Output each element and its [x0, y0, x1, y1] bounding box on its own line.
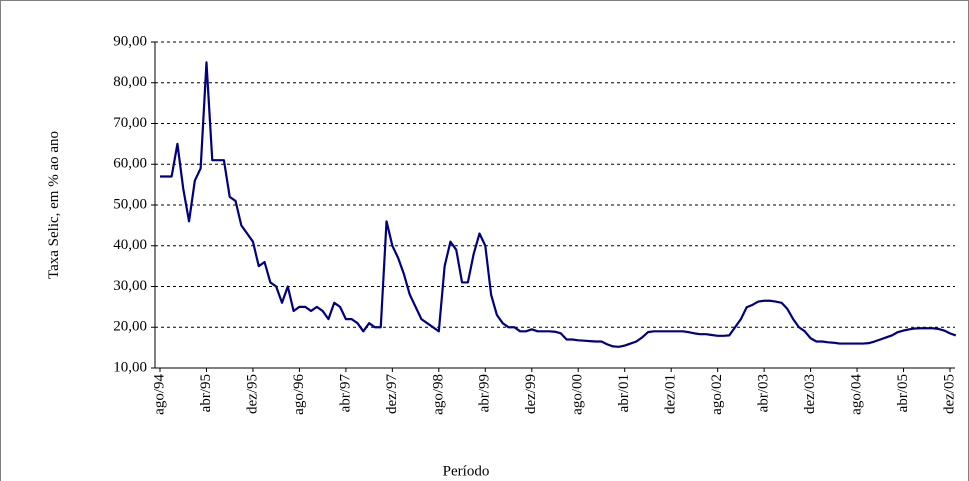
x-tick-label: abr/01	[616, 374, 632, 412]
x-tick-label: abr/99	[477, 374, 493, 412]
x-tick-label: ago/00	[570, 374, 586, 415]
y-tick-label: 50,00	[113, 196, 147, 212]
x-tick-label: dez/01	[663, 374, 679, 414]
x-tick-label: dez/03	[802, 374, 818, 414]
y-tick-label: 20,00	[113, 319, 147, 335]
x-axis-label: Período	[443, 463, 490, 479]
x-tick-label: dez/97	[384, 374, 400, 414]
y-axis-label: Taxa Selic, em % ao ano	[46, 131, 62, 279]
y-tick-label: 90,00	[113, 33, 147, 49]
x-tick-label: abr/05	[895, 374, 911, 412]
y-tick-label: 70,00	[113, 115, 147, 131]
x-tick-label: abr/03	[756, 374, 772, 412]
y-tick-label: 40,00	[113, 237, 147, 253]
y-tick-label: 30,00	[113, 278, 147, 294]
x-tick-label: abr/97	[337, 374, 353, 413]
x-tick-label: dez/99	[523, 374, 539, 414]
y-tick-label: 10,00	[113, 359, 147, 375]
x-tick-label: dez/95	[244, 374, 260, 414]
x-tick-label: ago/94	[151, 374, 167, 415]
x-tick-label: ago/98	[430, 374, 446, 415]
y-tick-label: 80,00	[113, 74, 147, 90]
x-tick-label: dez/05	[941, 374, 957, 414]
x-tick-label: ago/96	[291, 374, 307, 415]
x-tick-label: ago/02	[709, 374, 725, 415]
y-tick-label: 60,00	[113, 156, 147, 172]
x-tick-label: abr/95	[198, 374, 214, 412]
data-line	[160, 61, 957, 348]
x-tick-label: ago/04	[848, 374, 864, 415]
